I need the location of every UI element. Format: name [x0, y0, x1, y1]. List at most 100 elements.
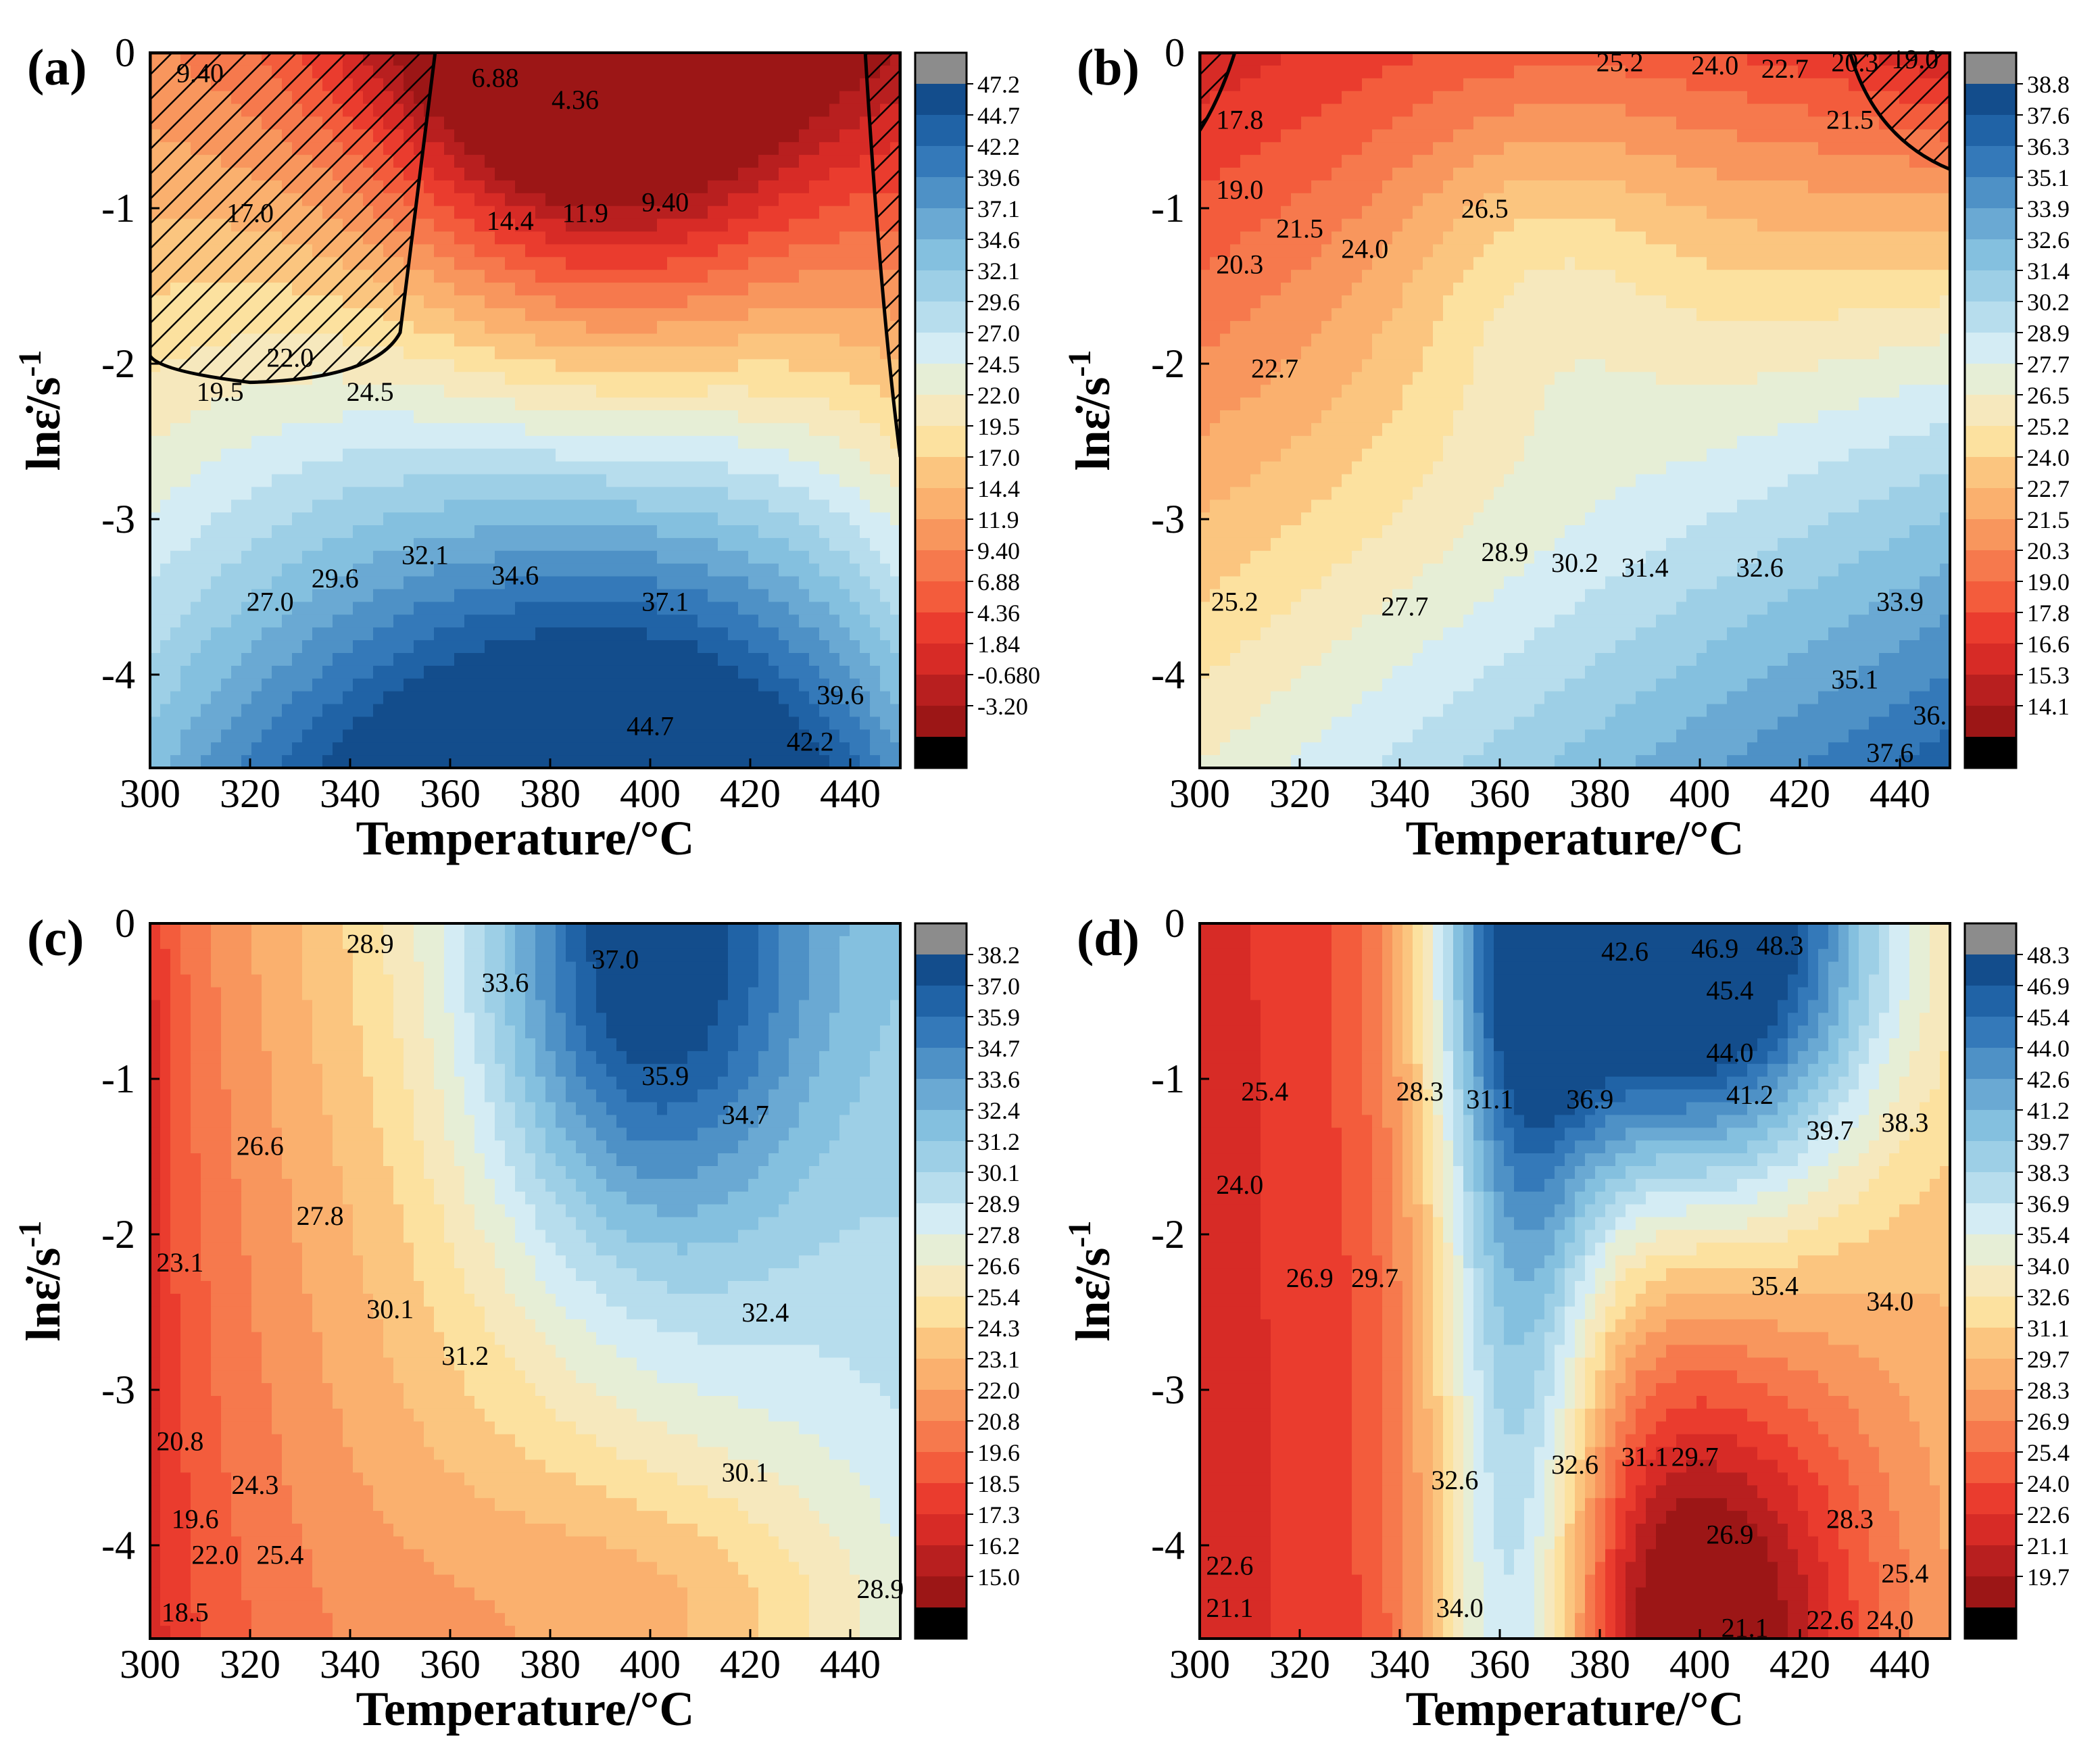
field-cell [454, 435, 465, 450]
field-cell [333, 640, 343, 654]
field-cell [485, 422, 495, 437]
field-cell [657, 320, 668, 335]
field-cell [545, 295, 556, 309]
field-cell [758, 640, 769, 654]
field-cell [170, 665, 181, 679]
field-cell [819, 550, 830, 564]
field-cell [312, 550, 323, 564]
field-cell [566, 525, 577, 539]
field-cell [667, 691, 678, 705]
field-cell [1220, 435, 1231, 450]
field-cell [1250, 244, 1261, 258]
field-cell [1250, 53, 1261, 66]
field-cell [677, 270, 688, 283]
field-cell [596, 614, 607, 628]
field-cell [1271, 435, 1281, 450]
field-cell [170, 525, 181, 539]
field-cell [1261, 589, 1271, 603]
field-cell [556, 717, 566, 731]
field-cell [373, 474, 384, 488]
field-cell [789, 78, 800, 92]
field-cell [1250, 653, 1261, 667]
field-cell [1230, 257, 1241, 270]
field-cell [1281, 231, 1292, 245]
field-cell [606, 665, 617, 679]
field-cell [647, 576, 658, 590]
field-cell [434, 461, 445, 475]
field-cell [545, 308, 556, 322]
field-cell [474, 129, 485, 143]
field-cell [444, 257, 455, 270]
field-cell [1291, 640, 1302, 654]
field-cell [657, 537, 668, 552]
field-cell [180, 576, 191, 590]
field-cell [1281, 474, 1292, 488]
field-cell [799, 397, 810, 411]
field-cell [1261, 640, 1271, 654]
field-cell [606, 640, 617, 654]
field-cell [302, 435, 313, 450]
field-cell [779, 231, 789, 245]
field-cell [180, 448, 191, 462]
field-cell [535, 116, 546, 130]
field-cell [1240, 359, 1251, 373]
field-cell [1271, 385, 1281, 398]
field-cell [485, 602, 495, 616]
field-cell [272, 602, 283, 616]
field-cell [322, 461, 333, 475]
field-cell [444, 53, 455, 66]
field-cell [556, 640, 566, 654]
field-cell [302, 500, 313, 513]
field-cell [596, 461, 607, 475]
field-cell [170, 589, 181, 603]
field-cell [353, 487, 364, 501]
field-cell [809, 193, 820, 207]
field-cell [434, 550, 445, 564]
field-cell [789, 397, 800, 411]
field-cell [687, 397, 698, 411]
field-cell [870, 576, 881, 590]
field-cell [414, 627, 424, 641]
field-cell [424, 665, 435, 679]
field-cell [454, 385, 465, 398]
field-cell [566, 627, 577, 641]
field-cell [667, 244, 678, 258]
field-cell [1220, 359, 1231, 373]
field-cell [596, 78, 607, 92]
field-cell [576, 257, 587, 270]
field-cell [556, 308, 566, 322]
field-cell [779, 512, 789, 526]
field-cell [424, 512, 435, 526]
field-cell [880, 665, 891, 679]
field-cell [353, 717, 364, 731]
field-cell [687, 142, 698, 155]
field-cell [353, 410, 364, 424]
field-cell [890, 717, 900, 731]
field-cell [424, 640, 435, 654]
field-cell [728, 448, 739, 462]
field-cell [616, 359, 627, 373]
field-cell [799, 320, 810, 335]
field-cell [586, 346, 597, 360]
field-cell [566, 422, 577, 437]
field-cell [485, 103, 495, 118]
field-cell [363, 742, 374, 756]
field-cell [606, 53, 617, 66]
field-cell [272, 717, 283, 731]
field-cell [464, 550, 475, 564]
field-cell [576, 155, 587, 168]
field-cell [1200, 729, 1211, 743]
field-cell [738, 448, 749, 462]
colorbar-swatch [915, 395, 967, 427]
field-cell [870, 614, 881, 628]
field-cell [718, 129, 729, 143]
field-cell [485, 678, 495, 692]
field-cell [556, 742, 566, 756]
field-cell [1281, 576, 1292, 590]
field-cell [322, 602, 333, 616]
field-cell [870, 627, 881, 641]
field-cell [768, 308, 779, 322]
field-cell [566, 435, 577, 450]
field-cell [373, 704, 384, 718]
field-cell [454, 103, 465, 118]
